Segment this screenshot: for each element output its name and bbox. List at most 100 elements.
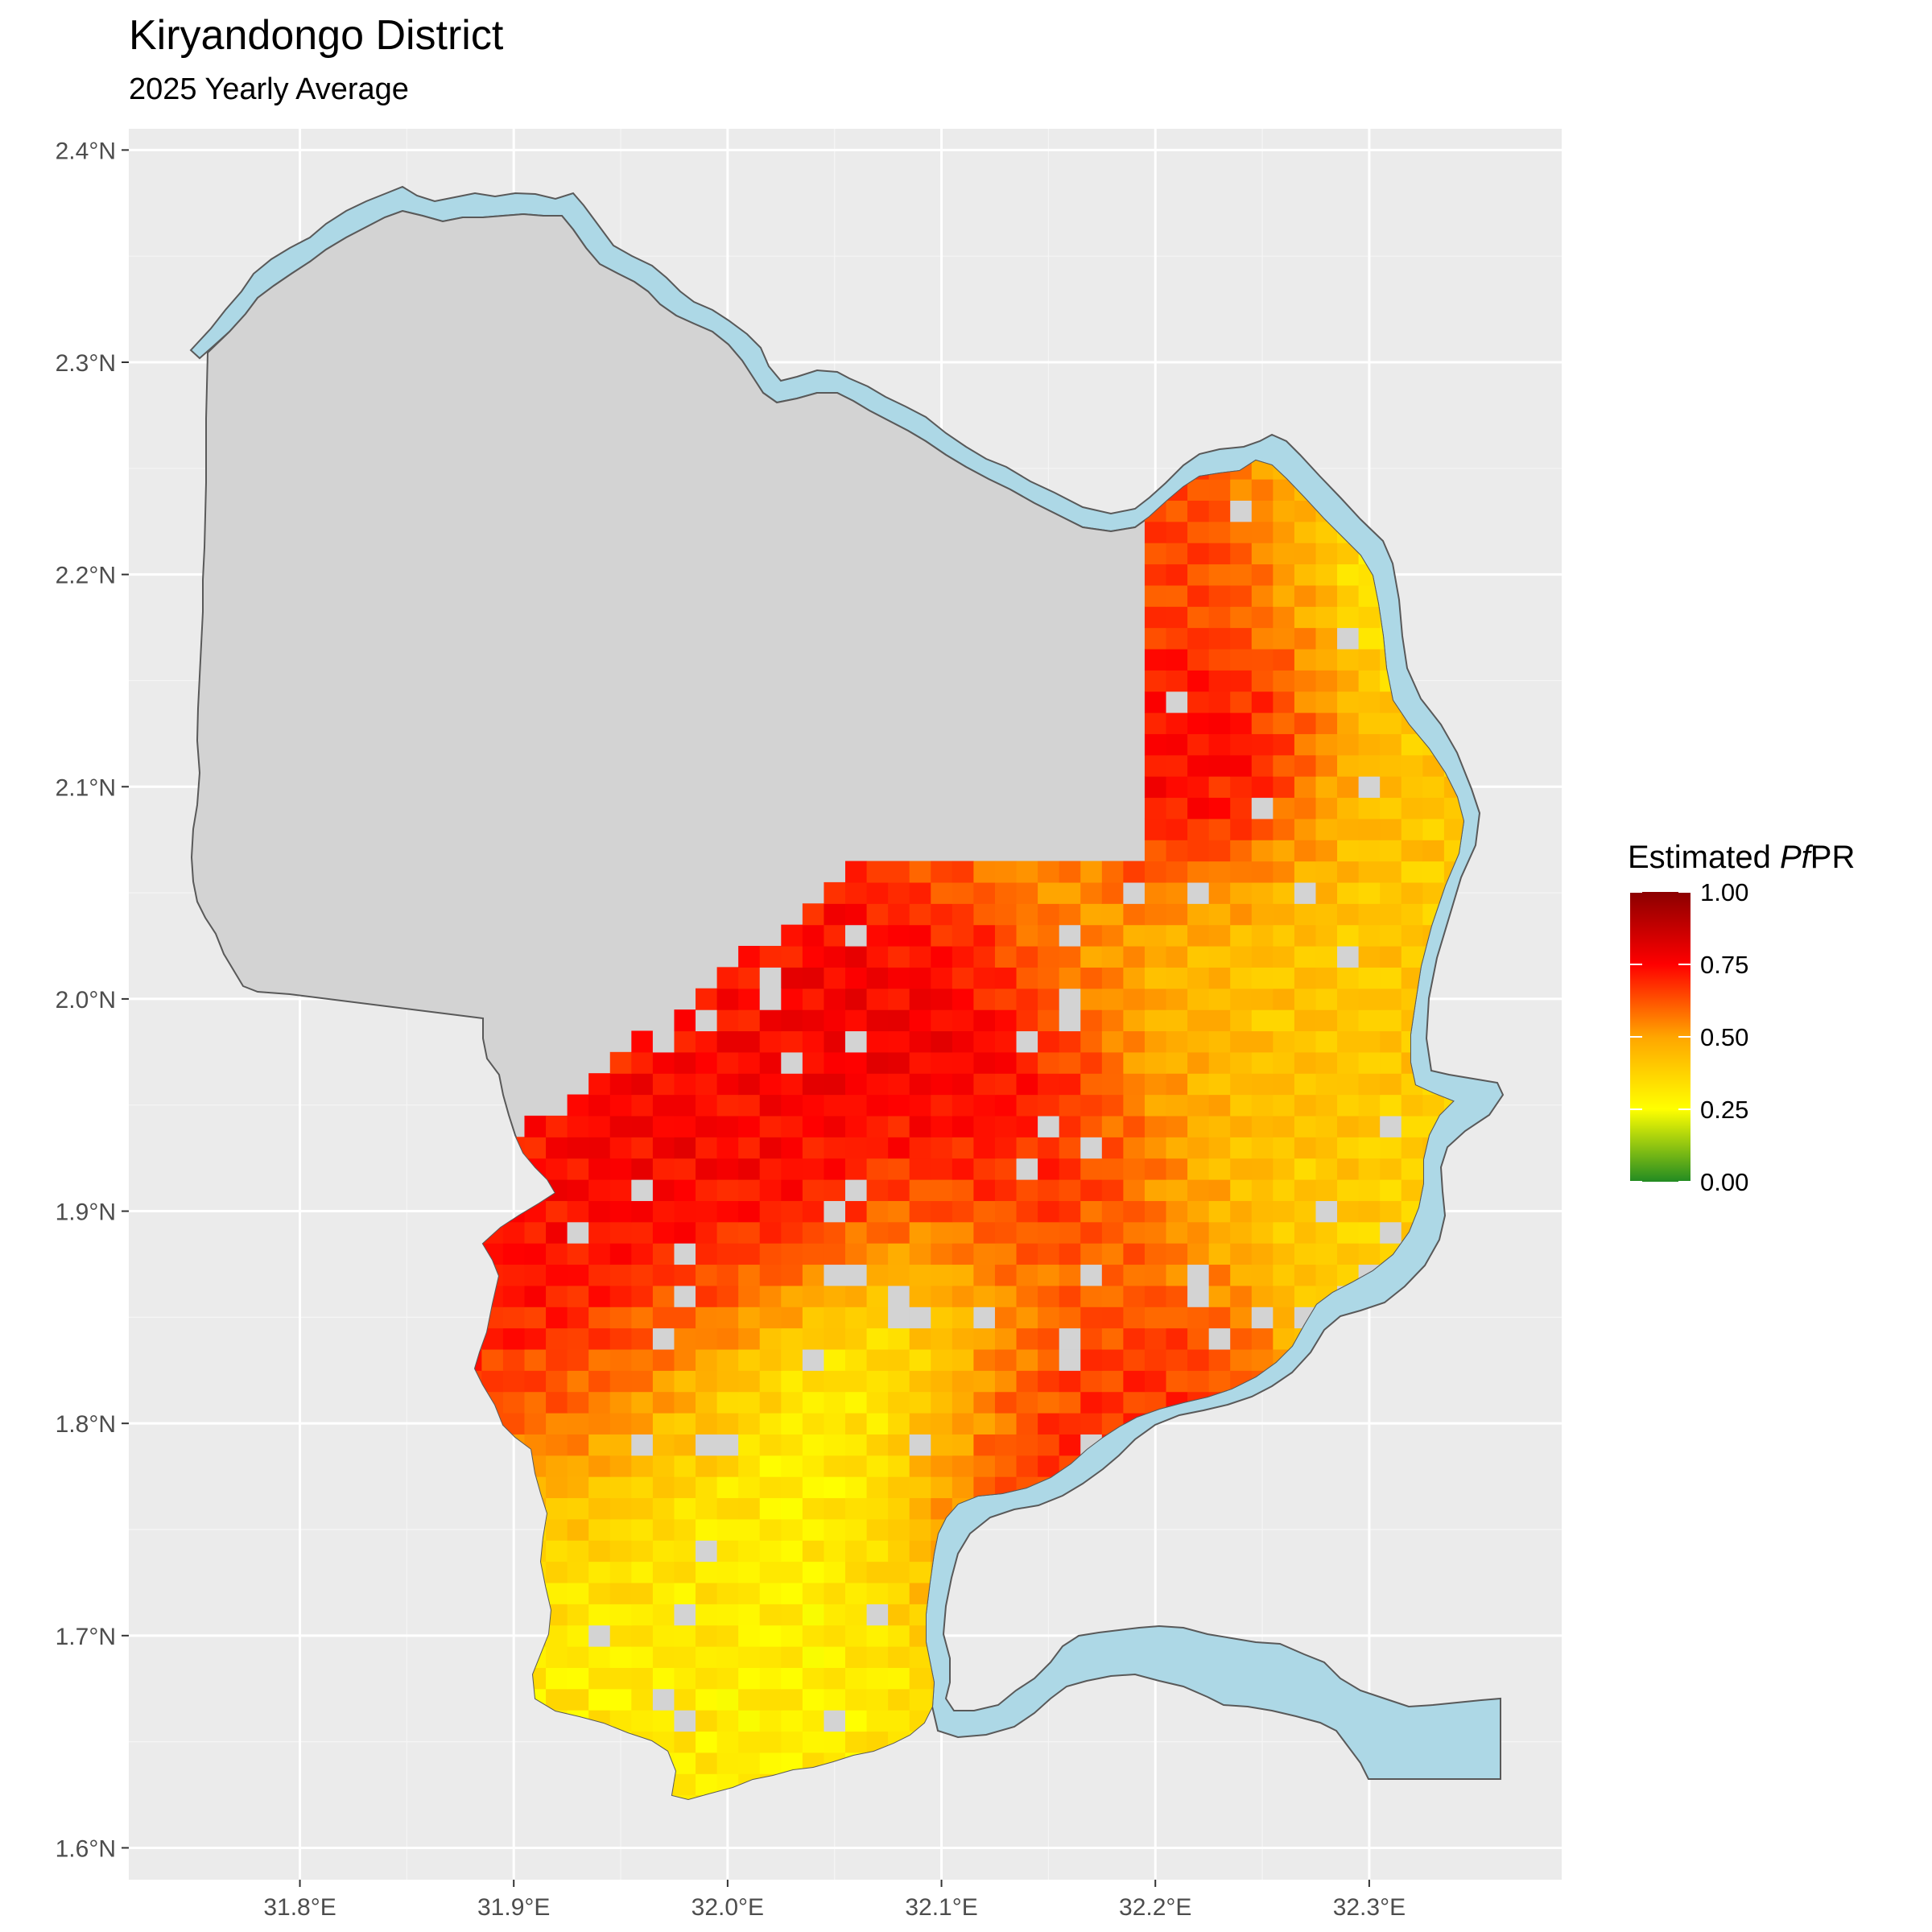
raster-cell [1208, 903, 1231, 926]
raster-cell [609, 1264, 632, 1286]
raster-cell [567, 1540, 589, 1563]
raster-cell [738, 1455, 761, 1477]
raster-cell [1315, 1030, 1338, 1053]
raster-cell [888, 1137, 910, 1159]
raster-cell [1208, 543, 1231, 565]
raster-cell [1166, 1137, 1188, 1159]
raster-cell [845, 1561, 868, 1583]
raster-cell [994, 1030, 1018, 1053]
raster-cell [1380, 1158, 1402, 1180]
raster-cell [1273, 1264, 1295, 1286]
raster-cell [1230, 1009, 1253, 1032]
raster-cell [824, 1370, 846, 1393]
raster-cell [759, 1604, 782, 1626]
raster-cell [567, 1434, 589, 1456]
raster-cell [1358, 818, 1381, 840]
raster-cell [1208, 1009, 1231, 1032]
raster-cell [588, 1646, 611, 1668]
raster-cell [1144, 818, 1167, 840]
raster-cell [1038, 1434, 1060, 1456]
raster-cell [952, 946, 975, 968]
raster-cell [1337, 564, 1360, 586]
raster-cell [866, 1370, 889, 1393]
raster-cell [524, 1221, 547, 1244]
raster-cell [716, 1434, 739, 1456]
raster-cell [1401, 1179, 1423, 1201]
raster-cell [1230, 1221, 1253, 1244]
raster-cell [931, 1073, 953, 1096]
raster-cell [845, 1370, 868, 1393]
raster-cell [502, 1221, 526, 1244]
raster-cell [802, 1243, 825, 1265]
raster-cell [1123, 881, 1146, 904]
raster-cell [781, 1413, 803, 1435]
raster-cell [567, 1243, 589, 1265]
raster-cell [1187, 754, 1210, 777]
raster-cell [1123, 1221, 1146, 1244]
raster-cell [824, 881, 846, 904]
raster-cell [652, 1200, 675, 1223]
raster-cell [759, 1540, 782, 1563]
raster-cell [1358, 648, 1381, 671]
raster-cell [845, 1030, 868, 1053]
raster-cell [1166, 1370, 1188, 1393]
raster-cell [1294, 584, 1317, 607]
raster-cell [1443, 818, 1463, 840]
raster-cell [1337, 1179, 1360, 1201]
raster-cell [1101, 903, 1124, 926]
raster-cell [759, 1158, 782, 1180]
raster-cell [1059, 1051, 1081, 1074]
raster-cell [716, 1604, 739, 1626]
raster-cell [1123, 1391, 1146, 1414]
raster-cell [1166, 881, 1188, 904]
raster-cell [631, 1221, 654, 1244]
raster-cell [1273, 584, 1295, 607]
raster-cell [1080, 1094, 1103, 1117]
raster-cell [1166, 1115, 1188, 1137]
raster-cell [1401, 797, 1423, 819]
raster-cell [1273, 1009, 1295, 1032]
raster-cell [1123, 1285, 1146, 1307]
raster-cell [631, 1264, 654, 1286]
raster-cell [1315, 967, 1338, 989]
axes: 31.8°E 31.9°E 32.0°E 32.1°E 32.2°E 32.3°E 1.6°… [56, 138, 1406, 1921]
raster-cell [1208, 691, 1231, 713]
raster-cell [1273, 564, 1295, 586]
raster-cell [1273, 606, 1295, 629]
raster-cell [994, 967, 1018, 989]
raster-cell [1294, 1073, 1317, 1096]
raster-cell [824, 1688, 846, 1711]
raster-cell [1422, 861, 1445, 883]
raster-cell [1315, 903, 1338, 926]
raster-cell [716, 1285, 739, 1307]
raster-cell [1144, 1348, 1167, 1371]
raster-cell [1273, 1115, 1295, 1137]
raster-cell [1315, 754, 1338, 777]
raster-cell [546, 1200, 568, 1223]
raster-cell [696, 1179, 718, 1201]
raster-cell [1166, 691, 1188, 713]
raster-cell [1380, 733, 1402, 756]
raster-cell [888, 1179, 910, 1201]
raster-cell [1208, 818, 1231, 840]
raster-cell [696, 1476, 718, 1499]
raster-cell [1294, 903, 1317, 926]
raster-cell [716, 1646, 739, 1668]
raster-cell [1187, 797, 1210, 819]
raster-cell [1016, 881, 1038, 904]
raster-cell [631, 1051, 654, 1074]
raster-cell [909, 967, 931, 989]
raster-cell [1016, 1285, 1038, 1307]
raster-cell [696, 1158, 718, 1180]
raster-cell [1358, 1030, 1381, 1053]
raster-cell [759, 1667, 782, 1690]
raster-cell [1315, 818, 1338, 840]
raster-cell [909, 1688, 931, 1711]
raster-cell [1380, 1137, 1402, 1159]
raster-cell [1358, 946, 1381, 968]
raster-cell [994, 1413, 1018, 1435]
raster-cell [1187, 1307, 1210, 1329]
raster-cell [696, 1561, 718, 1583]
raster-cell [1166, 627, 1188, 650]
raster-cell [1101, 1179, 1124, 1201]
